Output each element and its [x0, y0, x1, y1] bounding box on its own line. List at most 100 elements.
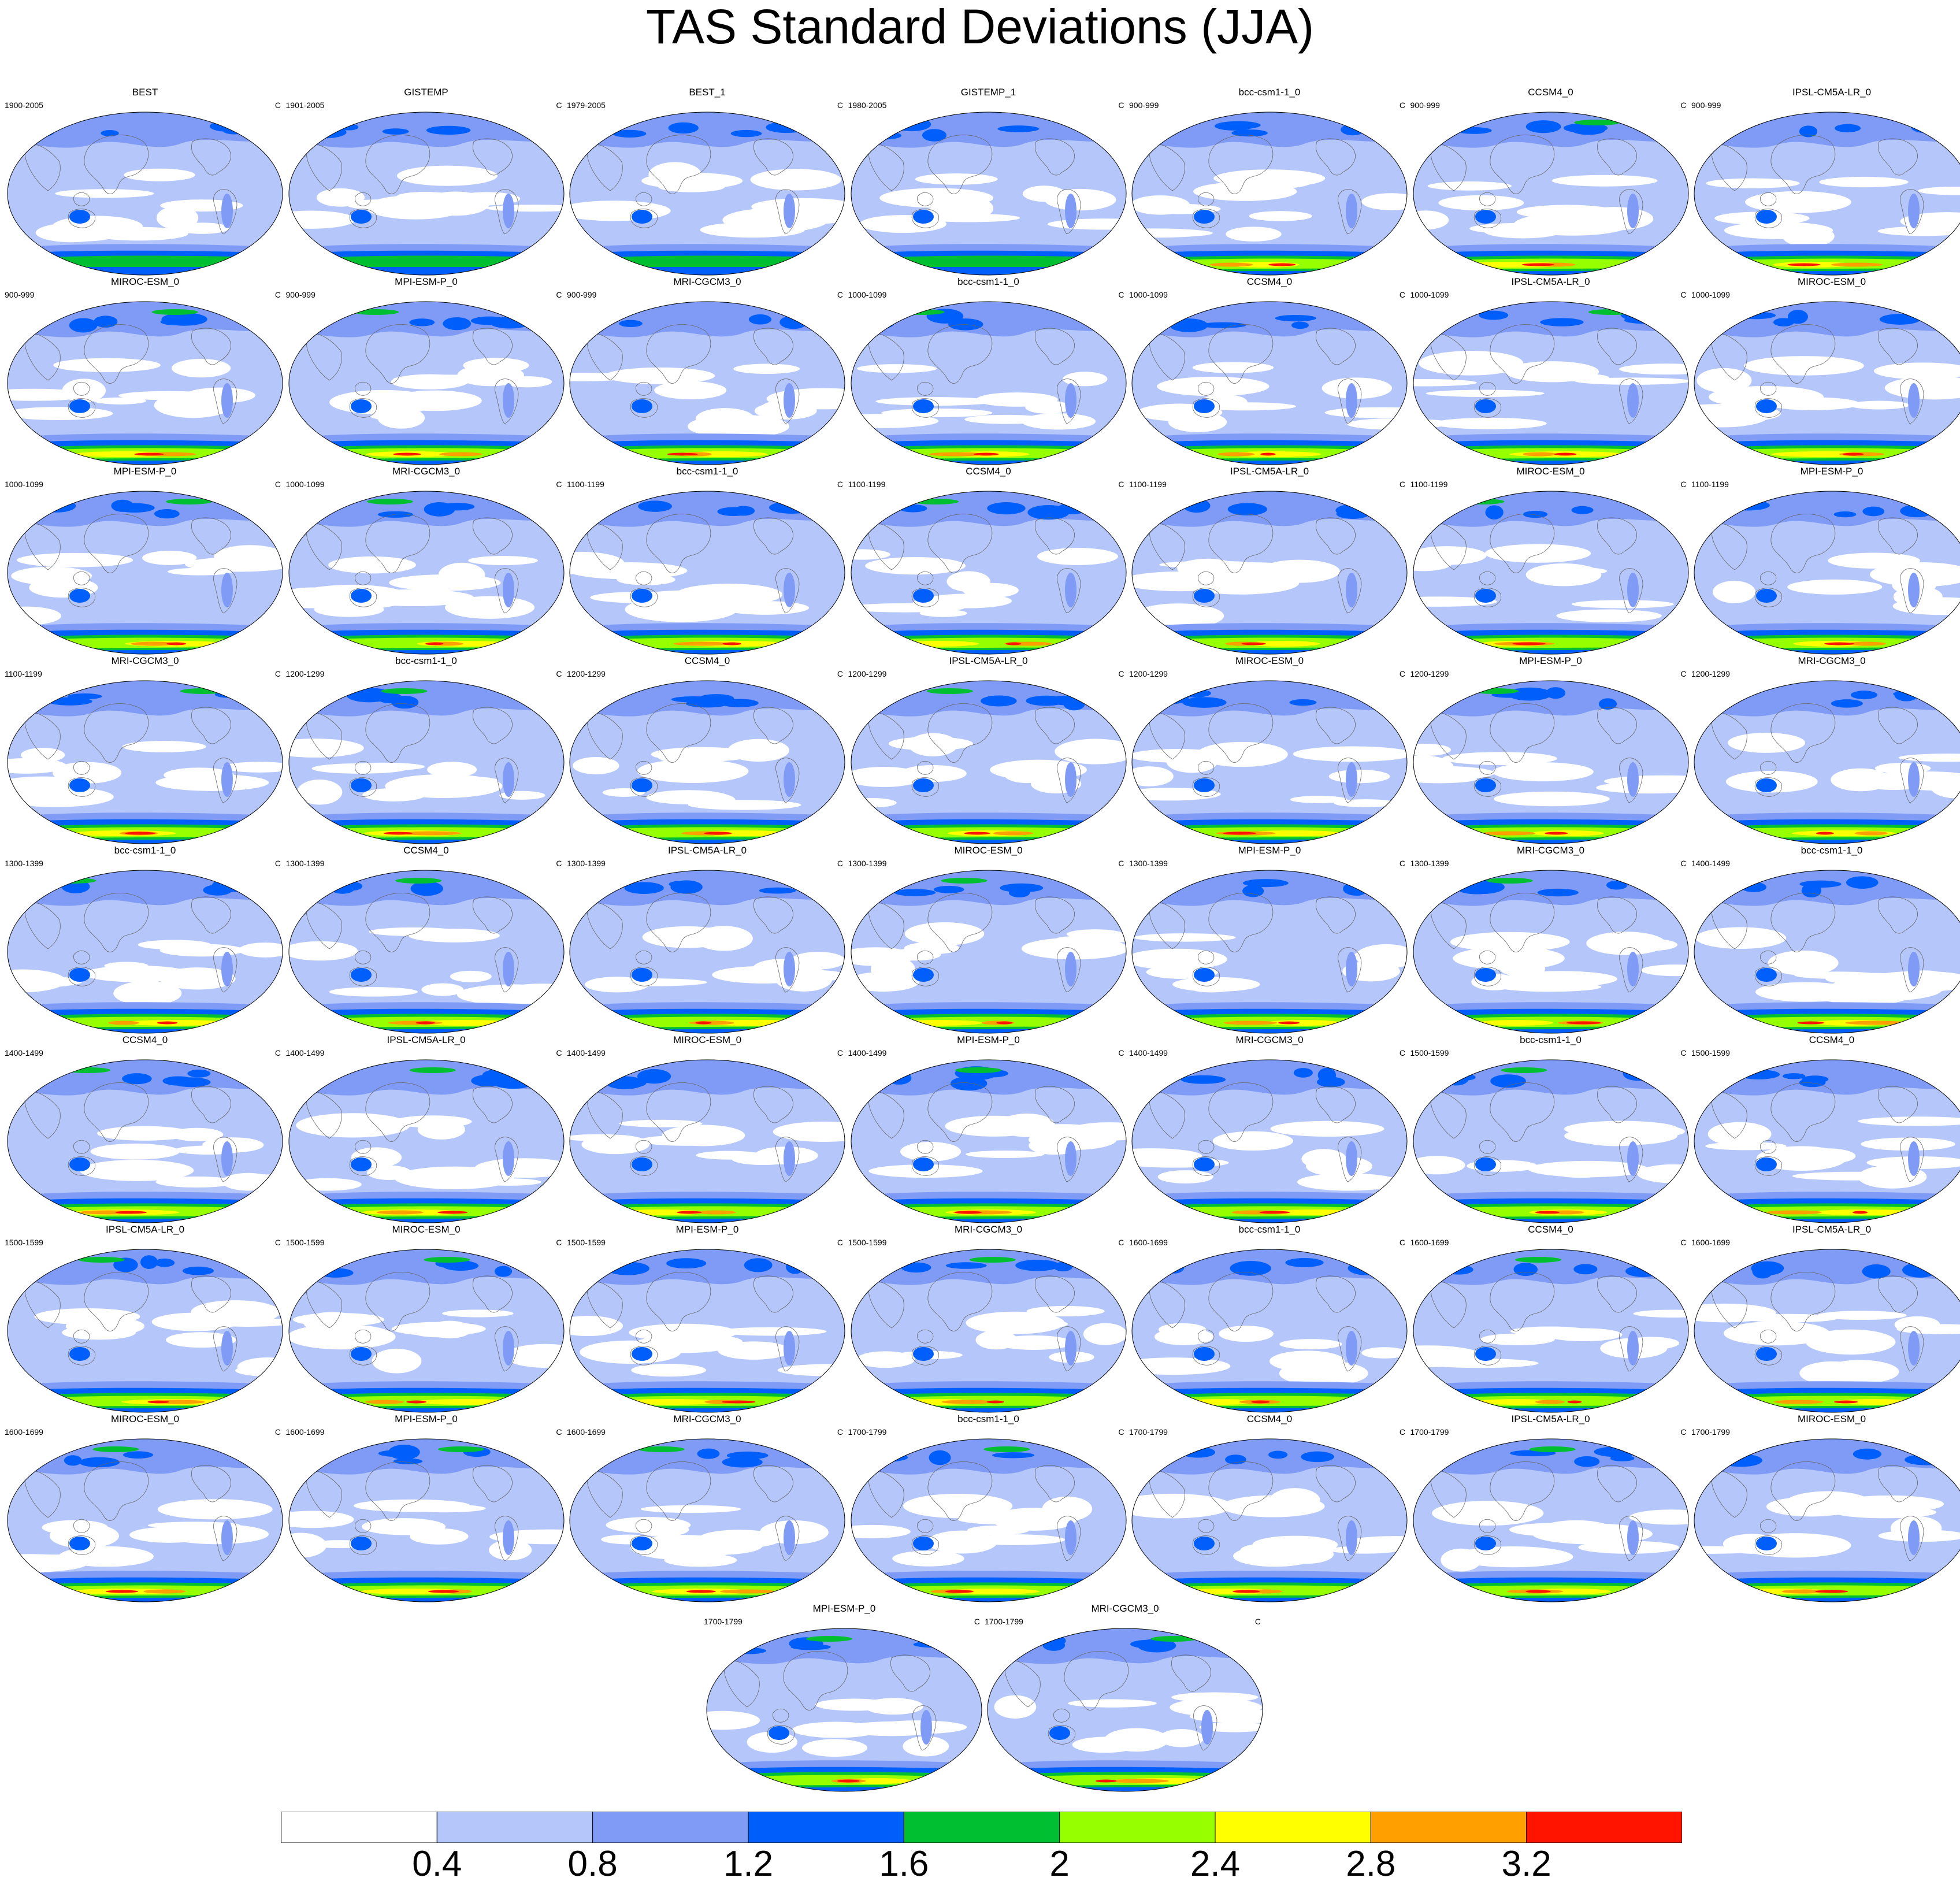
field-region	[901, 1262, 931, 1273]
field-region	[580, 1340, 681, 1364]
coastline	[1034, 328, 1075, 365]
field-region	[1723, 1321, 1830, 1346]
field-region	[1270, 1120, 1384, 1137]
panel-period: 900-999	[567, 290, 597, 299]
field-region	[101, 129, 119, 137]
field-region	[143, 1589, 186, 1594]
coastline	[1711, 522, 1747, 570]
coastline	[1192, 1156, 1220, 1176]
map-panel: MRI-CGCM3_0 900-999 C	[567, 276, 848, 467]
coastline	[1056, 568, 1081, 614]
map-svg	[1131, 1438, 1408, 1602]
coastline	[1490, 1082, 1554, 1142]
field-region	[784, 952, 795, 986]
coastline	[1597, 896, 1637, 934]
field-region	[1636, 1164, 1688, 1183]
panel-period: 900-999	[1129, 101, 1159, 110]
field-region	[1528, 1160, 1648, 1178]
field-region	[837, 1779, 860, 1783]
field-region	[1346, 1520, 1357, 1555]
map-panel: MRI-CGCM3_0 1100-1199 C	[5, 655, 285, 846]
coastline	[916, 1140, 933, 1154]
field-region	[912, 1537, 934, 1550]
field-region	[619, 320, 643, 328]
map-panel: MPI-ESM-P_0 1500-1599 C	[567, 1224, 848, 1415]
coastline	[586, 712, 623, 760]
map-svg	[1694, 301, 1960, 465]
map-svg	[850, 491, 1127, 655]
field-region	[1697, 368, 1752, 393]
field-region	[1806, 1329, 1896, 1355]
panel-title: IPSL-CM5A-LR_0	[105, 1224, 185, 1235]
map-panel: CCSM4_0 1700-1799 C	[1129, 1413, 1410, 1604]
map-outline	[850, 301, 1127, 465]
panel-period: 1500-1599	[567, 1238, 606, 1247]
field-region	[1291, 321, 1309, 329]
map-svg	[1694, 870, 1960, 1034]
field-region	[769, 1726, 789, 1740]
field-region	[1908, 1331, 1920, 1365]
field-region	[1908, 1141, 1920, 1176]
coastline	[1192, 777, 1220, 797]
field-region	[1194, 778, 1215, 792]
coastline	[1198, 760, 1215, 775]
coastline	[1754, 588, 1783, 607]
coastline	[1619, 1137, 1643, 1182]
map-svg	[850, 1059, 1127, 1223]
field-region	[662, 1125, 745, 1146]
field-region	[1756, 1347, 1777, 1361]
coastline	[1149, 1091, 1185, 1139]
field-region	[1072, 1736, 1138, 1753]
coastline	[911, 1535, 939, 1555]
coastline	[775, 1326, 800, 1372]
coastline	[1316, 896, 1356, 934]
field-region	[428, 1590, 459, 1593]
field-region	[1289, 699, 1317, 706]
field-region	[154, 509, 180, 519]
panel-units: C	[837, 1238, 843, 1247]
field-region	[8, 975, 83, 988]
coastline	[1760, 1519, 1777, 1533]
field-region	[306, 946, 351, 958]
field-region	[1574, 377, 1688, 385]
coastline	[1490, 514, 1554, 573]
field-region	[904, 922, 984, 945]
panel-period: 1400-1499	[5, 1048, 43, 1057]
field-region	[954, 1211, 982, 1214]
panel-title: MIROC-ESM_0	[1797, 1413, 1866, 1424]
coastline	[191, 1465, 231, 1502]
coastline	[916, 192, 933, 206]
field-region	[1172, 977, 1260, 992]
panel-units: C	[274, 1238, 281, 1247]
field-region	[1150, 1636, 1197, 1642]
panel-period: 1000-1099	[848, 290, 887, 299]
field-region	[439, 452, 482, 457]
field-region	[1782, 1073, 1806, 1079]
panel-units: C	[1399, 290, 1405, 299]
coastline	[354, 192, 371, 206]
panel-title: BEST	[132, 87, 158, 98]
map-outline	[1131, 680, 1408, 844]
coastline	[636, 381, 652, 396]
field-region	[570, 1134, 632, 1142]
field-region	[355, 589, 474, 607]
field-region	[1544, 832, 1568, 835]
map-panel: MIROC-ESM_0 1600-1699 C	[5, 1413, 285, 1604]
field-region	[673, 641, 731, 646]
map-svg	[1131, 112, 1408, 276]
map-svg	[1412, 112, 1689, 276]
field-region	[619, 563, 660, 572]
field-region	[1049, 1726, 1070, 1740]
coastline	[783, 1651, 848, 1710]
field-region	[1026, 1305, 1105, 1317]
field-region	[1199, 1722, 1263, 1732]
map-svg	[7, 491, 283, 655]
field-region	[1774, 1400, 1824, 1404]
field-region	[502, 194, 514, 228]
coastline	[1192, 588, 1220, 607]
field-region	[1293, 1068, 1313, 1078]
field-region	[1171, 1692, 1259, 1702]
coastline	[586, 1470, 623, 1518]
field-region	[53, 358, 161, 372]
coastline	[84, 703, 149, 763]
